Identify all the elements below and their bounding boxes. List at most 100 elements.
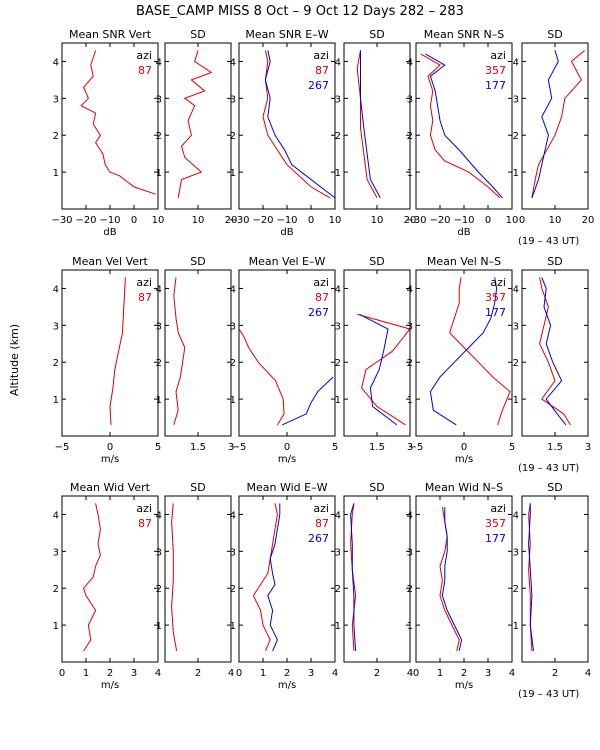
figure-title: BASE_CAMP MISS 8 Oct – 9 Oct 12 Days 282… (136, 4, 464, 19)
series-line-87 (109, 277, 126, 425)
y-tick-label: 3 (513, 547, 519, 558)
y-tick-label: 2 (156, 131, 162, 142)
x-tick-label: −30 (51, 215, 72, 226)
x-tick-label: 2 (374, 668, 380, 679)
x-tick-label: 3 (308, 668, 314, 679)
y-tick-label: 2 (407, 584, 413, 595)
y-tick-label: 1 (513, 621, 519, 632)
y-tick-label: 1 (407, 168, 413, 179)
plot-frame (343, 269, 411, 437)
legend-header: azi (136, 49, 152, 62)
legend-header: azi (490, 502, 506, 515)
x-tick-label: 1 (260, 668, 266, 679)
y-tick-label: 1 (156, 621, 162, 632)
panel-title: Mean Wid Vert (70, 481, 151, 494)
y-tick-label: 1 (335, 168, 341, 179)
chart-panel-vel-vert-sd: SD 1 2 3 4 1.5 3 (156, 255, 235, 453)
y-tick-label: 3 (53, 94, 59, 105)
y-tick-label: 2 (335, 584, 341, 595)
series-line-357 (528, 503, 533, 651)
legend-header: azi (313, 276, 329, 289)
x-axis-label: m/s (101, 454, 119, 465)
chart-panel-vel-ew: Mean Vel E–W 1 2 3 4 −5 0 5 m/s azi 87 267 (230, 255, 339, 465)
panel-title: SD (547, 255, 562, 268)
x-tick-label: 4 (332, 668, 338, 679)
y-tick-label: 4 (230, 284, 236, 295)
y-tick-label: 1 (230, 621, 236, 632)
chart-panel-snr-vert-sd: SD 1 2 3 4 10 20 (156, 28, 238, 226)
x-tick-label: 0 (413, 668, 419, 679)
legend-entry: 357 (485, 517, 506, 530)
y-tick-label: 3 (53, 321, 59, 332)
legend-entry: 357 (485, 291, 506, 304)
x-tick-label: −10 (99, 215, 120, 226)
series-line-87 (252, 503, 278, 652)
series-line-87 (356, 50, 378, 199)
legend-header: azi (313, 502, 329, 515)
y-tick-label: 1 (513, 395, 519, 406)
y-tick-label: 1 (407, 621, 413, 632)
legend-entry: 87 (138, 291, 152, 304)
series-line-177 (541, 277, 567, 426)
y-tick-label: 2 (53, 584, 59, 595)
y-tick-label: 4 (513, 57, 519, 68)
legend-entry: 87 (138, 64, 152, 77)
series-line-177 (441, 507, 463, 652)
y-tick-label: 4 (230, 510, 236, 521)
y-tick-label: 4 (407, 284, 413, 295)
x-tick-label: −5 (55, 442, 70, 453)
y-tick-label: 2 (513, 131, 519, 142)
y-tick-label: 3 (156, 321, 162, 332)
panel-title: Mean Wid N–S (425, 481, 503, 494)
y-tick-label: 4 (53, 57, 59, 68)
y-tick-label: 4 (335, 57, 341, 68)
series-line-87 (177, 50, 213, 198)
y-tick-label: 2 (156, 358, 162, 369)
x-tick-label: 2 (461, 668, 467, 679)
y-tick-label: 2 (407, 131, 413, 142)
y-tick-label: 3 (407, 321, 413, 332)
panel-title: SD (547, 481, 562, 494)
x-tick-label: 0 (284, 442, 290, 453)
x-tick-label: 5 (332, 442, 338, 453)
series-line-357 (539, 277, 571, 426)
panel-title: SD (369, 28, 384, 41)
x-tick-label: −5 (409, 442, 424, 453)
plot-frame (164, 495, 232, 663)
series-line-177 (528, 503, 534, 651)
x-axis-label: m/s (455, 454, 473, 465)
y-tick-label: 2 (407, 358, 413, 369)
chart-panel-wid-ns-sd: SD 1 2 3 4 2 4 (513, 481, 592, 679)
x-tick-label: 5 (509, 442, 515, 453)
y-tick-label: 3 (230, 547, 236, 558)
legend-entry: 267 (308, 306, 329, 319)
y-tick-label: 4 (53, 284, 59, 295)
series-line-267 (264, 50, 336, 199)
chart-panel-vel-ew-sd: SD 1 2 3 4 1.5 3 (335, 255, 414, 453)
y-tick-label: 2 (230, 131, 236, 142)
time-note-row3: (19 – 43 UT) (518, 689, 579, 700)
y-tick-label: 3 (156, 94, 162, 105)
y-tick-label: 1 (513, 168, 519, 179)
panel-title: Mean SNR N–S (424, 28, 505, 41)
x-tick-label: 10 (371, 215, 384, 226)
x-tick-label: 3 (485, 668, 491, 679)
series-line-357 (449, 277, 511, 426)
time-note-row2: (19 – 43 UT) (518, 463, 579, 474)
x-tick-label: 4 (228, 668, 234, 679)
y-tick-label: 4 (407, 510, 413, 521)
y-tick-label: 3 (407, 94, 413, 105)
y-tick-label: 1 (53, 395, 59, 406)
panel-title: SD (190, 481, 205, 494)
x-tick-label: 20 (404, 215, 417, 226)
x-tick-label: 1.5 (547, 442, 563, 453)
chart-panel-wid-ew-sd: SD 1 2 3 4 2 4 (335, 481, 414, 679)
y-tick-label: 1 (335, 395, 341, 406)
x-tick-label: 4 (155, 668, 161, 679)
legend-entry: 267 (308, 532, 329, 545)
series-line-87 (357, 313, 411, 426)
chart-panel-vel-vert: Mean Vel Vert 1 2 3 4 −5 0 5 m/s azi 87 (53, 255, 162, 465)
chart-panel-snr-vert: Mean SNR Vert 1 2 3 4 −30 −20 −10 0 10 dB azi 87 (51, 28, 164, 238)
